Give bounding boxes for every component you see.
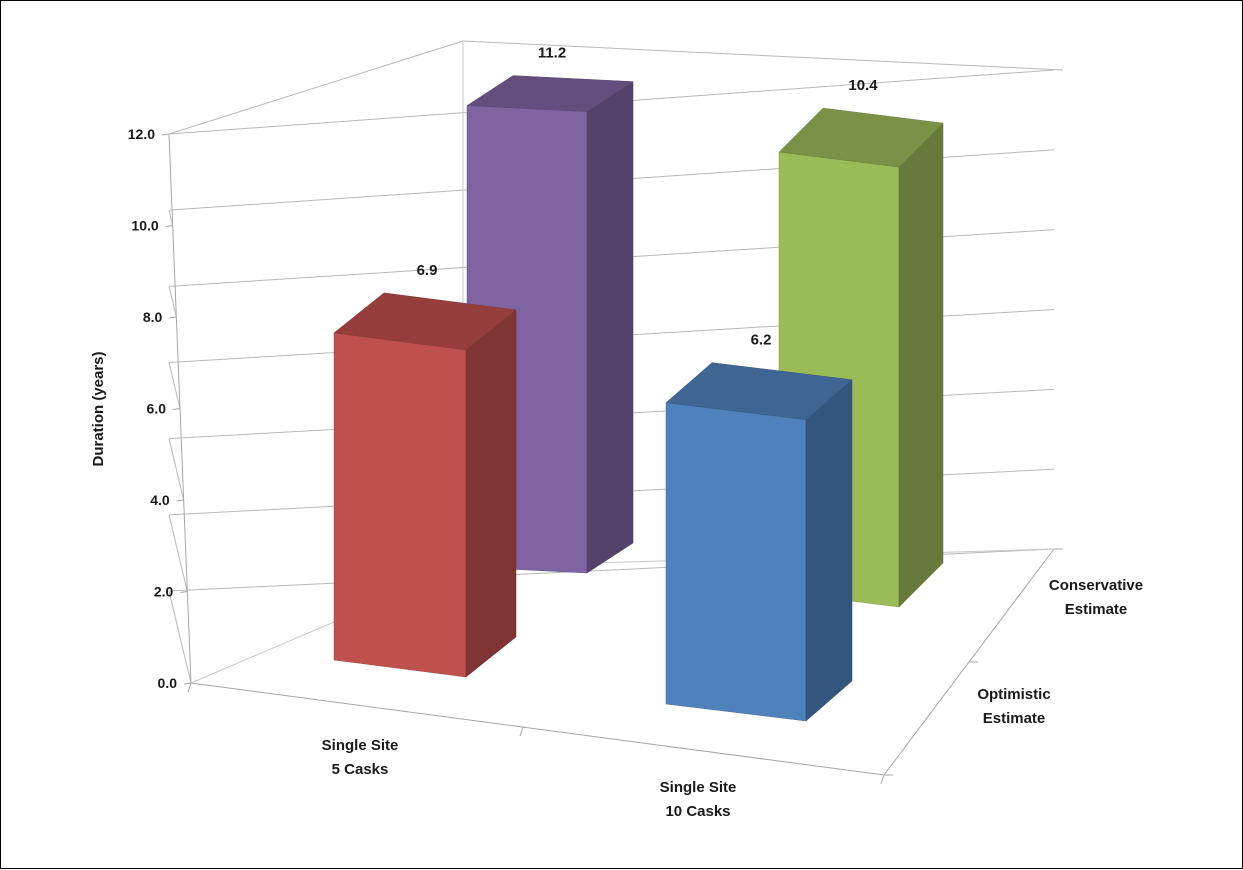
y-tick-label: 10.0 — [131, 218, 158, 234]
side-gridline — [168, 438, 185, 501]
bar-top-face — [333, 292, 517, 351]
labels: 0.0 2.0 4.0 6.0 8.0 10.0 12.0 Duration (years) 1… — [90, 45, 1143, 820]
y-tick-label: 8.0 — [143, 309, 163, 325]
category-label: Single Site — [660, 779, 737, 796]
y-tick-label: 0.0 — [158, 675, 178, 691]
y-tick-label: 4.0 — [150, 492, 170, 508]
y-tick-mark — [169, 316, 177, 319]
category-label: 5 Casks — [332, 761, 389, 778]
y-tick-label: 6.0 — [147, 401, 167, 417]
category-tick-mark — [880, 774, 885, 785]
y-tick-mark — [165, 225, 173, 227]
bars — [333, 75, 944, 722]
y-tick-mark — [180, 591, 188, 593]
bar-top-face — [466, 75, 634, 112]
y-axis-title: Duration (years) — [90, 351, 107, 466]
depth-category-label: Estimate — [983, 710, 1046, 727]
side-gridline — [168, 286, 177, 318]
y-tick-mark — [176, 499, 184, 502]
bar-side-face — [805, 379, 853, 722]
depth-category-label: Conservative — [1049, 577, 1143, 594]
bar-front-face — [665, 402, 807, 722]
bar-top-face — [778, 107, 944, 168]
bar-side-face — [465, 309, 517, 678]
data-label: 6.2 — [751, 332, 772, 349]
y-tick-label: 12.0 — [128, 126, 155, 142]
category-label: 10 Casks — [665, 803, 730, 820]
data-label: 10.4 — [848, 77, 878, 94]
side-gridline — [168, 210, 174, 226]
data-label: 11.2 — [538, 45, 566, 62]
wall-top-edge — [462, 40, 1064, 71]
side-gridline — [168, 362, 181, 409]
bar-front-face — [333, 332, 467, 678]
bar-top-face — [665, 362, 853, 420]
side-gridline — [168, 590, 192, 684]
data-label: 6.9 — [417, 262, 438, 279]
side-gridline — [168, 514, 188, 592]
category-axis-line — [190, 682, 885, 776]
y-tick-label: 2.0 — [154, 584, 174, 600]
category-tick-mark — [519, 726, 524, 737]
y-tick-mark — [183, 682, 192, 685]
bar-side-face — [586, 81, 634, 574]
wall-top-edge — [168, 40, 464, 135]
depth-category-label: Estimate — [1065, 601, 1128, 618]
category-tick-mark — [187, 682, 192, 693]
bar-side-face — [898, 122, 944, 608]
y-tick-mark — [161, 133, 170, 136]
y-tick-mark — [172, 408, 181, 410]
depth-category-label: Optimistic — [977, 686, 1050, 703]
category-label: Single Site — [322, 737, 399, 754]
